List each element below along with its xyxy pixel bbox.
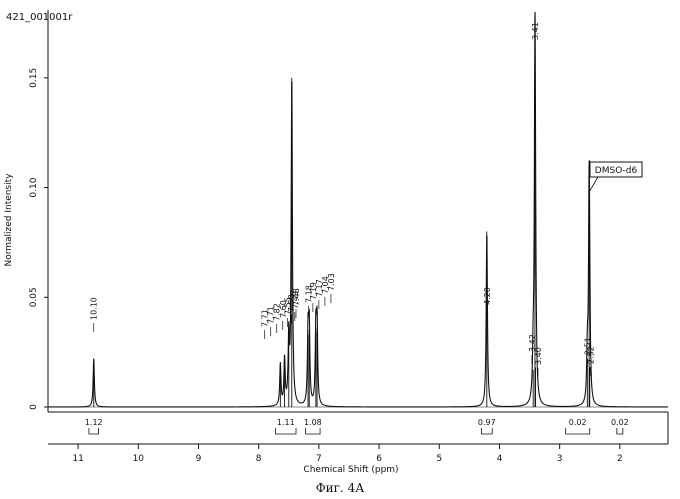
peak-label: 7.03 xyxy=(327,273,336,291)
y-ticks: 0 0.05 0.10 0.15 xyxy=(29,68,48,410)
x-tick-label: 7 xyxy=(316,454,322,464)
integration-bracket xyxy=(617,428,623,434)
x-tick-label: 11 xyxy=(72,454,83,464)
x-tick-label: 4 xyxy=(497,454,503,464)
integration-bracket xyxy=(276,428,296,434)
integration-value: 1.08 xyxy=(304,418,322,427)
integration-value: 0.02 xyxy=(611,418,629,427)
integrations: 1.12 1.11 1.08 0.97 0.02 0.02 xyxy=(85,418,629,434)
y-tick-label: 0.05 xyxy=(29,287,39,307)
spectrum xyxy=(48,12,668,407)
integration-value: 0.97 xyxy=(478,418,496,427)
figure-caption: Фиг. 4А xyxy=(0,481,680,495)
x-tick-label: 5 xyxy=(436,454,442,464)
x-axis-label: Chemical Shift (ppm) xyxy=(303,465,398,475)
integration-bracket xyxy=(481,428,492,434)
integration-bracket xyxy=(566,428,590,434)
integration-value: 1.12 xyxy=(85,418,103,427)
x-tick-label: 9 xyxy=(196,454,202,464)
x-ticks: 11 10 9 8 7 6 5 4 3 2 xyxy=(72,444,622,464)
integration-value: 0.02 xyxy=(569,418,587,427)
x-tick-label: 3 xyxy=(557,454,563,464)
peak-label: 10.10 xyxy=(90,297,99,320)
chart-title: 421_001001r xyxy=(6,12,73,23)
solvent-annotation: DMSO-d6 xyxy=(589,162,642,192)
dmso-label: DMSO-d6 xyxy=(595,166,638,176)
x-tick-label: 8 xyxy=(256,454,262,464)
integration-bracket xyxy=(89,428,99,434)
y-axis-label: Normalized Intensity xyxy=(4,173,14,267)
x-tick-label: 10 xyxy=(133,454,145,464)
axes xyxy=(48,10,668,444)
integration-bracket xyxy=(306,428,320,434)
spectrum-trace xyxy=(48,12,668,407)
integration-value: 1.11 xyxy=(277,418,295,427)
dmso-leader-line xyxy=(589,177,598,192)
nmr-spectrum-chart: 421_001001r Normalized Intensity Chemica… xyxy=(0,0,680,480)
x-tick-label: 2 xyxy=(617,454,623,464)
y-tick-label: 0 xyxy=(29,404,39,410)
y-tick-label: 0.15 xyxy=(29,68,39,88)
y-tick-label: 0.10 xyxy=(29,177,39,197)
peak-labels: 10.107.717.717.827.607.557.507.497.487.1… xyxy=(90,22,596,377)
x-tick-label: 6 xyxy=(376,454,382,464)
